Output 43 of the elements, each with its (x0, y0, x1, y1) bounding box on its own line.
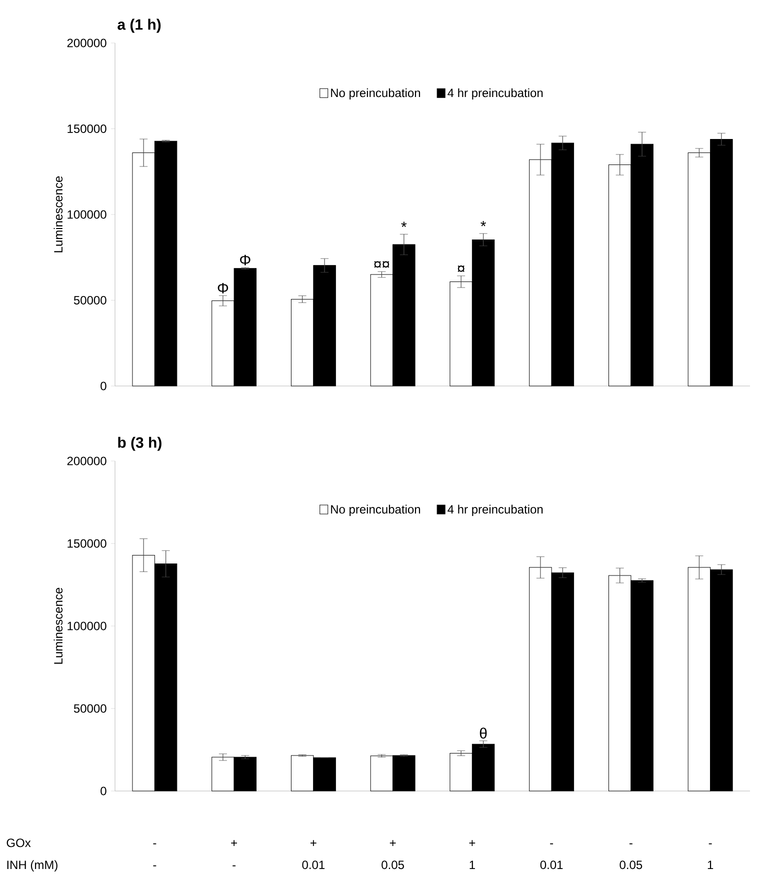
x-tick-label: 0.01 (540, 860, 563, 870)
x-tick-label: - (153, 865, 156, 866)
chart-title: a (1 h) (118, 18, 161, 33)
text: + (310, 840, 316, 846)
y-tick-label: 100000 (68, 210, 106, 219)
y-tick-label: 100000 (68, 622, 106, 630)
y-tick-label: 50000 (74, 296, 106, 304)
x-tick-label: 0.01 (302, 860, 325, 870)
annotation: Φ (240, 254, 250, 266)
text: + (469, 840, 476, 846)
x-tick-label: 1 (708, 860, 714, 869)
text: - (629, 843, 632, 844)
y-tick-label: 0 (100, 786, 106, 796)
y-tick-label: 150000 (68, 124, 106, 133)
annotation: * (401, 222, 407, 227)
annotation: * (480, 221, 486, 226)
x-tick-label: 0.05 (620, 860, 642, 870)
y-tick-label: 50000 (74, 704, 106, 713)
legend-label: No preincubation (331, 88, 420, 100)
legend-label: No preincubation (331, 504, 420, 516)
text: INH (mM) (7, 860, 58, 872)
legend-label: 4 hr preincubation (448, 88, 543, 100)
y-tick-label: 0 (100, 382, 106, 390)
text: + (231, 840, 237, 846)
y-tick-label: 200000 (67, 456, 106, 466)
y-tick-label: 150000 (68, 539, 106, 548)
y-axis-title: Luminescence (54, 176, 63, 252)
legend-label: 4 hr preincubation (448, 504, 543, 516)
y-tick-label: 200000 (67, 38, 106, 48)
text: - (550, 843, 554, 844)
y-axis-title: Luminescence (54, 588, 63, 664)
text: - (153, 843, 156, 844)
chart-title: b (3 h) (118, 436, 162, 451)
annotation: θ (480, 728, 487, 739)
annotation: Φ (218, 282, 228, 294)
annotation: ¤ (458, 265, 464, 272)
x-tick-label: - (232, 865, 236, 866)
x-tick-label: 1 (470, 860, 475, 869)
text: GOx (6, 838, 31, 848)
annotation: ¤¤ (374, 261, 390, 268)
text: + (390, 840, 396, 846)
text: - (708, 843, 712, 844)
x-tick-label: 0.05 (382, 860, 404, 870)
